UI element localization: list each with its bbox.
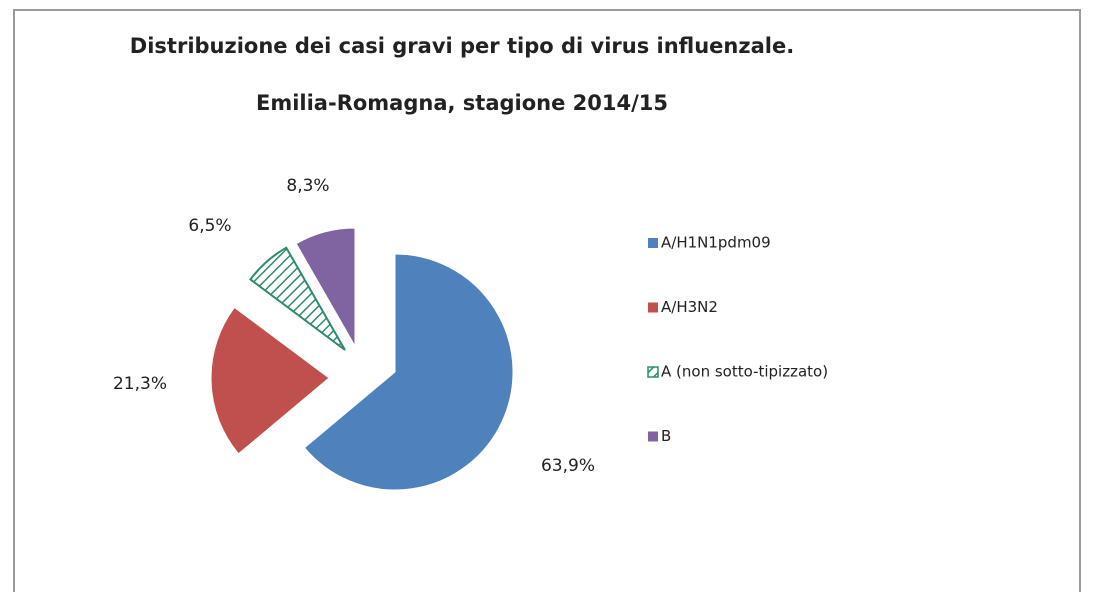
chart-subtitle: Emilia-Romagna, stagione 2014/15: [256, 91, 668, 115]
data-label: 63,9%: [541, 456, 595, 476]
legend-label: A/H3N2: [661, 298, 718, 316]
legend-swatch: [648, 431, 658, 442]
legend-swatch: [648, 302, 658, 313]
legend-label: A (non sotto-tipizzato): [661, 363, 828, 381]
data-label: 8,3%: [286, 176, 329, 196]
chart-title: Distribuzione dei casi gravi per tipo di…: [130, 34, 794, 58]
pie-slice: [249, 246, 346, 351]
legend-swatch: [648, 238, 658, 248]
legend-label: A/H1N1pdm09: [661, 234, 771, 252]
legend-swatch: [647, 366, 659, 378]
pie-slice: [210, 306, 330, 455]
pie-slice: [303, 253, 514, 491]
data-label: 6,5%: [188, 216, 231, 236]
legend-label: B: [661, 427, 671, 445]
data-label: 21,3%: [113, 374, 167, 394]
pie-slice: [295, 227, 356, 348]
chart-frame: [13, 9, 1081, 592]
